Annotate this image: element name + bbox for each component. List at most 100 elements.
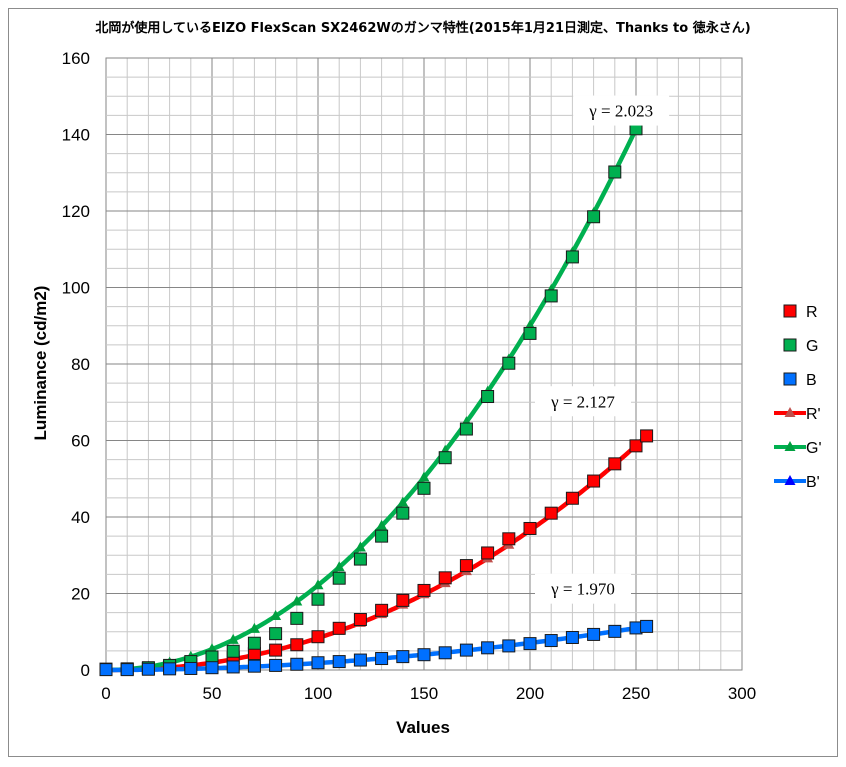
square-marker-B	[290, 657, 304, 671]
gamma-label: γ = 2.023	[588, 102, 653, 121]
square-marker-R	[438, 571, 452, 585]
square-marker-R	[290, 638, 304, 652]
square-marker-G	[502, 356, 516, 370]
legend-label: B	[806, 372, 817, 389]
square-marker-B	[141, 662, 155, 676]
x-tick-label: 150	[410, 684, 438, 703]
y-tick-label: 20	[71, 585, 90, 604]
y-tick-label: 160	[62, 49, 90, 68]
square-marker-R	[640, 429, 654, 443]
square-marker-G	[481, 390, 495, 404]
square-marker-B	[396, 650, 410, 664]
square-marker-B	[311, 656, 325, 670]
y-tick-label: 80	[71, 355, 90, 374]
gamma-label: γ = 1.970	[550, 580, 615, 599]
square-marker-R	[353, 613, 367, 627]
x-tick-label: 300	[728, 684, 756, 703]
square-marker-B	[332, 655, 346, 669]
gamma-annotations: γ = 2.023 γ = 2.127 γ = 1.970	[535, 95, 670, 604]
legend-label: R	[806, 304, 818, 321]
square-marker-B	[184, 661, 198, 675]
square-marker-B	[163, 662, 177, 676]
square-marker-R	[565, 491, 579, 505]
square-marker-G	[417, 481, 431, 495]
square-marker-B	[481, 641, 495, 655]
triangle-marker	[354, 541, 366, 552]
square-marker-R	[311, 630, 325, 644]
tick-labels: 0 50 100 150 200 250 300 0 20 40 60 80 100 120 140 160	[62, 49, 757, 703]
gamma-label-box	[535, 386, 631, 417]
square-marker-B	[417, 648, 431, 662]
square-marker-G	[608, 165, 622, 179]
x-tick-label: 100	[304, 684, 332, 703]
legend: RGB R' G' B'	[774, 304, 822, 491]
data-markers	[99, 100, 654, 677]
square-marker-G	[544, 289, 558, 303]
square-marker-B	[587, 627, 601, 641]
square-marker-R	[502, 532, 516, 546]
square-marker-G	[205, 650, 219, 664]
square-marker-B	[640, 619, 654, 633]
legend-triangle	[784, 441, 796, 451]
square-marker-R	[608, 457, 622, 471]
square-marker-G	[290, 611, 304, 625]
x-tick-label: 50	[203, 684, 222, 703]
triangle-marker	[270, 610, 282, 621]
square-marker-G	[565, 250, 579, 264]
gamma-label-box	[573, 95, 670, 126]
legend-label: B'	[806, 474, 820, 491]
y-tick-label: 0	[81, 661, 90, 680]
square-marker-R	[544, 506, 558, 520]
square-marker-B	[120, 663, 134, 677]
square-marker-R	[396, 593, 410, 607]
legend-label: G	[806, 338, 818, 355]
gamma-label: γ = 2.127	[550, 392, 615, 411]
square-marker-B	[502, 639, 516, 653]
y-tick-label: 60	[71, 432, 90, 451]
square-marker-R	[481, 546, 495, 560]
grid	[105, 57, 743, 671]
square-marker-B	[459, 643, 473, 657]
legend-marker-G	[783, 338, 797, 352]
square-marker-B	[544, 634, 558, 648]
square-marker-R	[375, 603, 389, 617]
square-marker-G	[459, 422, 473, 436]
legend-triangle	[784, 407, 796, 417]
square-marker-B	[205, 661, 219, 675]
triangle-marker	[227, 633, 239, 644]
x-axis-title: Values	[396, 718, 450, 737]
square-marker-G	[247, 636, 261, 650]
triangle-marker	[397, 496, 409, 507]
square-marker-G	[587, 210, 601, 224]
square-marker-G	[523, 326, 537, 340]
square-marker-G	[438, 451, 452, 465]
legend-triangle	[784, 475, 796, 485]
legend-label: G'	[806, 440, 822, 457]
triangle-marker	[248, 622, 260, 633]
square-marker-B	[269, 658, 283, 672]
square-marker-G	[269, 627, 283, 641]
y-axis-title: Luminance (cd/m2)	[31, 286, 50, 441]
square-marker-B	[247, 659, 261, 673]
square-marker-R	[332, 621, 346, 635]
triangle-marker	[291, 595, 303, 606]
triangle-marker	[418, 471, 430, 482]
x-tick-label: 0	[101, 684, 110, 703]
square-marker-B	[353, 653, 367, 667]
square-marker-B	[438, 646, 452, 660]
square-marker-R	[587, 474, 601, 488]
triangle-marker	[376, 519, 388, 530]
legend-marker-R	[783, 304, 797, 318]
square-marker-R	[523, 521, 537, 535]
square-marker-B	[226, 660, 240, 674]
y-tick-label: 100	[62, 279, 90, 298]
y-tick-label: 40	[71, 508, 90, 527]
triangle-marker	[312, 579, 324, 590]
square-marker-B	[99, 663, 113, 677]
legend-marker-B	[783, 372, 797, 386]
square-marker-B	[608, 624, 622, 638]
legend-label: R'	[806, 406, 821, 423]
square-marker-R	[459, 559, 473, 573]
square-marker-R	[629, 439, 643, 453]
